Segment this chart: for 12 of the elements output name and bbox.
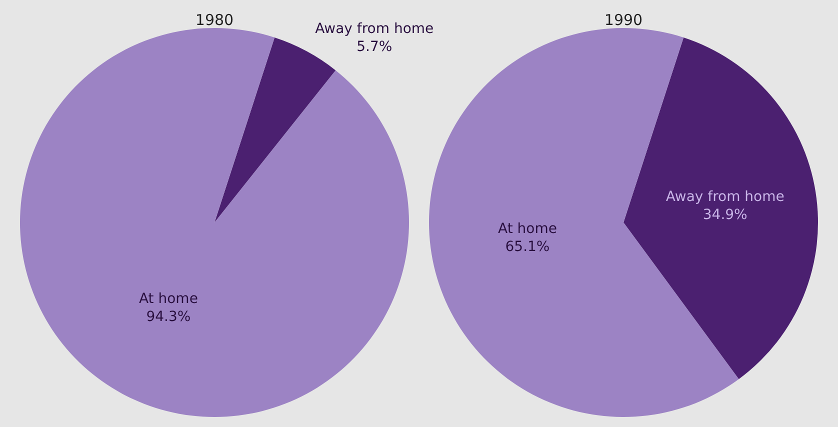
data-label: 65.1% [505, 239, 550, 256]
slice-label: At home [498, 220, 557, 237]
slice-label: Away from home [315, 20, 434, 37]
data-label: 34.9% [702, 207, 748, 224]
slice-label: At home [138, 291, 198, 308]
pie-slice [214, 38, 336, 222]
data-label: 5.7% [356, 39, 392, 56]
slice-label: Away from home [666, 188, 784, 205]
chart-title: 1980 [195, 11, 234, 29]
data-label: 94.3% [146, 309, 191, 326]
pie-slice [624, 38, 818, 380]
chart-title: 1990 [604, 11, 643, 29]
